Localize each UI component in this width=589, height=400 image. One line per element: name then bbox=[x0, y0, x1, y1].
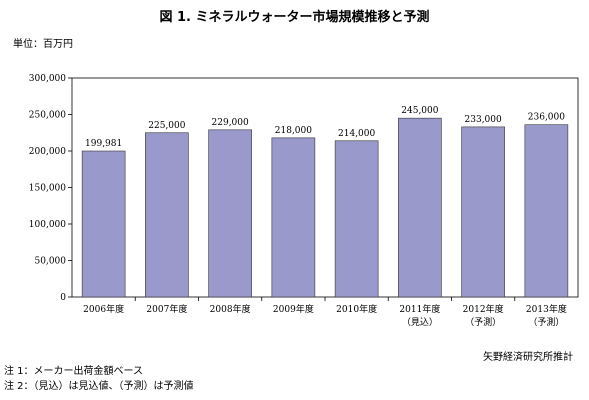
x-tick-label: 2007年度 bbox=[146, 303, 187, 315]
data-label: 233,000 bbox=[465, 115, 502, 125]
y-tick-label: 250,000 bbox=[29, 111, 66, 121]
note-2: 注 2：（見込）は見込値、（予測）は予測値 bbox=[4, 381, 194, 392]
x-tick-label: 2010年度 bbox=[336, 303, 377, 315]
x-tick-label: 2008年度 bbox=[210, 303, 251, 315]
data-label: 199,981 bbox=[85, 139, 122, 149]
bar bbox=[145, 132, 189, 298]
x-tick-label: 2013年度 bbox=[526, 303, 567, 315]
y-tick-label: 0 bbox=[60, 293, 66, 303]
data-label: 245,000 bbox=[401, 106, 438, 116]
bar bbox=[398, 117, 442, 298]
bar-chart: 0 50,000 100,000 150,000 200,000 250,000 300,0… bbox=[29, 74, 579, 328]
x-tick-label: 2009年度 bbox=[273, 303, 314, 315]
bar bbox=[524, 124, 569, 298]
chart-title: 図 1. ミネラルウォーター市場規模推移と予測 bbox=[159, 10, 430, 25]
note-1: 注 1：メーカー出荷金額ベース bbox=[4, 366, 144, 377]
x-tick-label: 2011年度 bbox=[399, 303, 440, 315]
data-label: 229,000 bbox=[212, 118, 249, 128]
data-label: 225,000 bbox=[148, 121, 185, 131]
y-tick-label: 200,000 bbox=[29, 147, 66, 157]
y-tick-label: 300,000 bbox=[29, 74, 66, 84]
bar bbox=[81, 150, 126, 298]
data-label: 236,000 bbox=[528, 113, 565, 123]
source-label: 矢野経済研究所推計 bbox=[483, 352, 573, 363]
x-tick-label: （予測） bbox=[465, 316, 501, 328]
x-tick-label: （見込） bbox=[402, 317, 438, 328]
notes: 注 1：メーカー出荷金額ベース 注 2：（見込）は見込値、（予測）は予測値 bbox=[4, 364, 194, 394]
x-tick-label: 2012年度 bbox=[463, 303, 504, 315]
y-tick-label: 100,000 bbox=[29, 220, 66, 230]
bar bbox=[461, 126, 505, 298]
bar bbox=[334, 140, 379, 298]
bar bbox=[208, 129, 252, 298]
y-tick-label: 50,000 bbox=[35, 257, 67, 267]
bar bbox=[271, 137, 316, 298]
data-label: 214,000 bbox=[338, 129, 375, 139]
y-tick-label: 150,000 bbox=[29, 184, 66, 194]
unit-label: 単位：百万円 bbox=[13, 39, 73, 50]
x-tick-label: （予測） bbox=[528, 316, 564, 328]
x-tick-label: 2006年度 bbox=[83, 303, 124, 315]
data-label: 218,000 bbox=[275, 126, 312, 136]
